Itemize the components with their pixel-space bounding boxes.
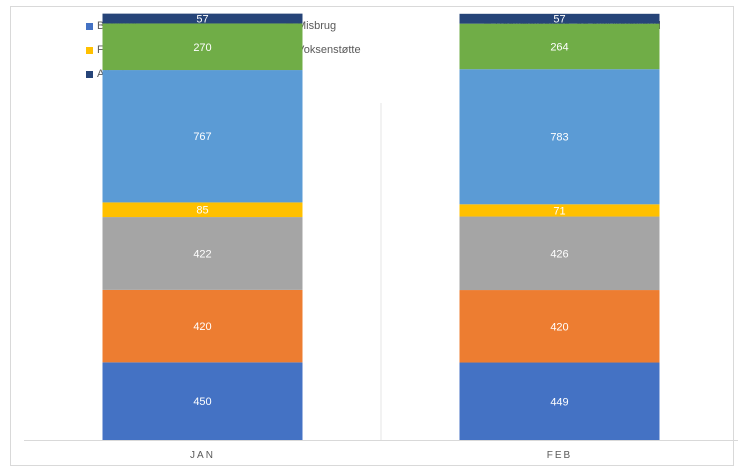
data-label: 57 [553, 14, 565, 26]
data-label: 270 [193, 42, 211, 54]
legend-label: Misbrug [297, 20, 337, 32]
data-label: 264 [550, 41, 568, 53]
bar-segment-forsorgshjem-og-krisecenter-feb [459, 204, 660, 217]
legend-swatch [86, 70, 93, 78]
data-label: 420 [193, 321, 211, 333]
data-label: 71 [553, 205, 565, 217]
bar-segment-misbrug-feb [459, 290, 660, 363]
data-label: 783 [550, 132, 568, 144]
bar-segment-voksenstotte-jan [102, 70, 303, 203]
bar-segment-botilbud-jan [102, 362, 303, 440]
bar-segment-misbrug-jan [102, 289, 303, 363]
bar-segment-kontakten-jan [102, 23, 303, 71]
bar-segment-voksenstotte-feb [459, 69, 660, 205]
bar-segment-beskaeftigelses-og-aktivitetstilbud-jan [102, 217, 303, 290]
bar-segment-botilbud-feb [459, 362, 660, 440]
data-label: 57 [196, 14, 208, 26]
x-tick-label: JAN [190, 450, 215, 461]
data-label: 85 [196, 205, 208, 217]
bar-segment-aflastning-feb [459, 13, 660, 24]
data-label: 420 [550, 321, 568, 333]
data-label: 449 [550, 396, 568, 408]
bar-segment-beskaeftigelses-og-aktivitetstilbud-feb [459, 216, 660, 291]
x-tick-label: FEB [547, 450, 572, 461]
legend-swatch [86, 46, 93, 54]
data-label: 426 [550, 248, 568, 260]
legend-label: Voksenstøtte [297, 44, 361, 56]
data-label: 450 [193, 396, 211, 408]
bar-segment-kontakten-feb [459, 23, 660, 70]
bar-segment-aflastning-jan [102, 13, 303, 24]
data-label: 767 [193, 131, 211, 143]
data-label: 422 [193, 248, 211, 260]
bar-segment-forsorgshjem-og-krisecenter-jan [102, 202, 303, 218]
legend-swatch [86, 22, 93, 30]
